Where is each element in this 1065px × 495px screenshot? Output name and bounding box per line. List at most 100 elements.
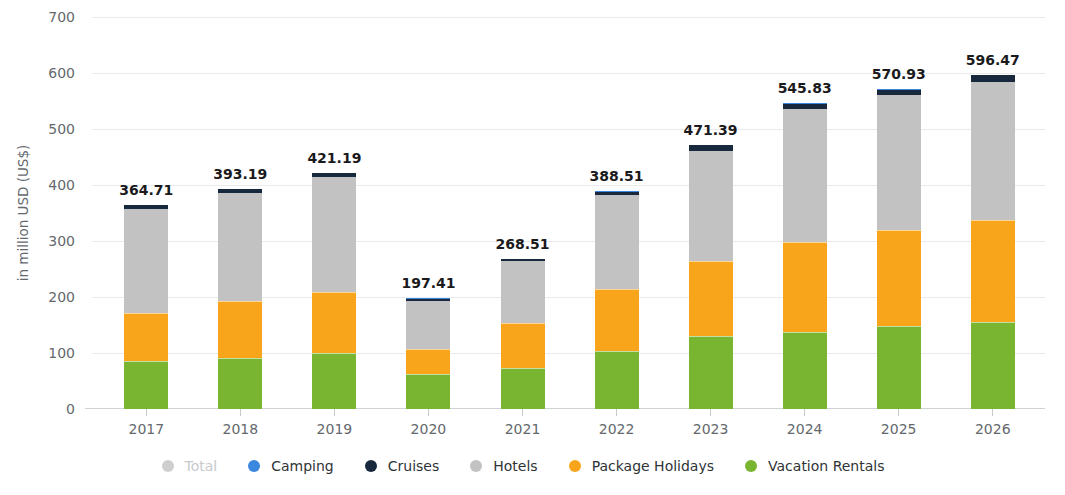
x-label-2020: 2020: [386, 420, 470, 438]
plot-area: 0100200300400500600700364.712017393.1920…: [92, 17, 1045, 409]
bar-segment-hotels-2019[interactable]: [312, 177, 356, 291]
x-label-2017: 2017: [104, 420, 188, 438]
stacked-bar-chart: in million USD (US$) 0100200300400500600…: [0, 0, 1065, 495]
x-tick: [334, 409, 335, 416]
bar-segment-package-holidays-2024[interactable]: [783, 242, 827, 332]
bar-segment-package-holidays-2021[interactable]: [501, 323, 545, 368]
legend-label: Vacation Rentals: [768, 458, 884, 474]
bar-segment-hotels-2018[interactable]: [218, 193, 262, 301]
bar-segment-vacation-rentals-2026[interactable]: [971, 322, 1015, 409]
bar-segment-vacation-rentals-2020[interactable]: [406, 374, 450, 409]
legend-label: Cruises: [388, 458, 440, 474]
y-tick-label: 200: [35, 289, 75, 305]
bar-segment-package-holidays-2026[interactable]: [971, 220, 1015, 322]
bar-2018[interactable]: [218, 189, 262, 409]
bar-segment-hotels-2017[interactable]: [124, 209, 168, 313]
total-label-2019: 421.19: [292, 150, 376, 167]
y-tick-label: 300: [35, 233, 75, 249]
legend-dot-camping: [248, 460, 260, 472]
x-label-2022: 2022: [575, 420, 659, 438]
bar-2023[interactable]: [689, 145, 733, 409]
bar-segment-hotels-2025[interactable]: [877, 95, 921, 230]
legend-item-hotels[interactable]: Hotels: [470, 458, 537, 474]
x-label-2026: 2026: [951, 420, 1035, 438]
bar-segment-hotels-2026[interactable]: [971, 82, 1015, 220]
y-tick-label: 100: [35, 345, 75, 361]
bar-segment-vacation-rentals-2018[interactable]: [218, 358, 262, 409]
bar-segment-package-holidays-2017[interactable]: [124, 313, 168, 362]
y-tick-label: 500: [35, 121, 75, 137]
legend-item-package-holidays[interactable]: Package Holidays: [569, 458, 714, 474]
bar-segment-vacation-rentals-2022[interactable]: [595, 351, 639, 409]
bar-2017[interactable]: [124, 205, 168, 409]
bar-segment-vacation-rentals-2021[interactable]: [501, 368, 545, 409]
x-label-2023: 2023: [669, 420, 753, 438]
total-label-2026: 596.47: [951, 52, 1035, 69]
bar-2019[interactable]: [312, 173, 356, 409]
bar-2020[interactable]: [406, 298, 450, 409]
total-label-2025: 570.93: [857, 66, 941, 83]
x-tick: [616, 409, 617, 416]
x-label-2019: 2019: [292, 420, 376, 438]
bar-2022[interactable]: [595, 191, 639, 409]
bar-segment-package-holidays-2019[interactable]: [312, 292, 356, 353]
x-tick: [146, 409, 147, 416]
total-label-2022: 388.51: [575, 168, 659, 185]
y-tick-label: 600: [35, 65, 75, 81]
y-tick-label: 700: [35, 9, 75, 25]
legend-item-camping[interactable]: Camping: [248, 458, 334, 474]
legend-item-vacation-rentals[interactable]: Vacation Rentals: [745, 458, 884, 474]
legend: Total Camping Cruises Hotels Package Holiday…: [0, 458, 1065, 474]
x-tick: [428, 409, 429, 416]
legend-item-total[interactable]: Total: [162, 458, 218, 474]
bar-segment-vacation-rentals-2023[interactable]: [689, 336, 733, 409]
x-tick: [522, 409, 523, 416]
legend-dot-cruises: [365, 460, 377, 472]
x-label-2024: 2024: [763, 420, 847, 438]
bar-2026[interactable]: [971, 75, 1015, 409]
bar-segment-package-holidays-2023[interactable]: [689, 261, 733, 336]
x-tick: [240, 409, 241, 416]
bar-segment-package-holidays-2025[interactable]: [877, 230, 921, 326]
bar-segment-package-holidays-2018[interactable]: [218, 301, 262, 358]
bar-segment-vacation-rentals-2024[interactable]: [783, 332, 827, 409]
x-label-2018: 2018: [198, 420, 282, 438]
bar-segment-hotels-2020[interactable]: [406, 301, 450, 349]
legend-dot-package-holidays: [569, 460, 581, 472]
y-tick-label: 400: [35, 177, 75, 193]
legend-label: Total: [185, 458, 218, 474]
legend-label: Package Holidays: [592, 458, 714, 474]
bar-2024[interactable]: [783, 103, 827, 409]
legend-label: Hotels: [493, 458, 537, 474]
x-tick: [710, 409, 711, 416]
legend-dot-total: [162, 460, 174, 472]
legend-dot-hotels: [470, 460, 482, 472]
bar-segment-vacation-rentals-2025[interactable]: [877, 326, 921, 409]
bar-segment-hotels-2022[interactable]: [595, 195, 639, 290]
x-label-2025: 2025: [857, 420, 941, 438]
total-label-2023: 471.39: [669, 122, 753, 139]
bar-segment-vacation-rentals-2017[interactable]: [124, 361, 168, 409]
legend-label: Camping: [271, 458, 334, 474]
bar-segment-package-holidays-2022[interactable]: [595, 289, 639, 351]
total-label-2017: 364.71: [104, 182, 188, 199]
bar-segment-hotels-2023[interactable]: [689, 151, 733, 261]
total-label-2018: 393.19: [198, 166, 282, 183]
total-label-2024: 545.83: [763, 80, 847, 97]
x-tick: [804, 409, 805, 416]
bar-2021[interactable]: [501, 259, 545, 409]
legend-item-cruises[interactable]: Cruises: [365, 458, 440, 474]
x-tick: [992, 409, 993, 416]
x-tick: [898, 409, 899, 416]
gridline-700: [92, 17, 1045, 18]
bar-segment-hotels-2024[interactable]: [783, 109, 827, 241]
bar-segment-package-holidays-2020[interactable]: [406, 349, 450, 374]
y-tick-label: 0: [35, 401, 75, 417]
y-axis-title: in million USD (US$): [15, 123, 31, 303]
bar-segment-hotels-2021[interactable]: [501, 261, 545, 323]
legend-dot-vacation-rentals: [745, 460, 757, 472]
bar-2025[interactable]: [877, 89, 921, 409]
total-label-2021: 268.51: [481, 236, 565, 253]
x-label-2021: 2021: [481, 420, 565, 438]
bar-segment-vacation-rentals-2019[interactable]: [312, 353, 356, 409]
